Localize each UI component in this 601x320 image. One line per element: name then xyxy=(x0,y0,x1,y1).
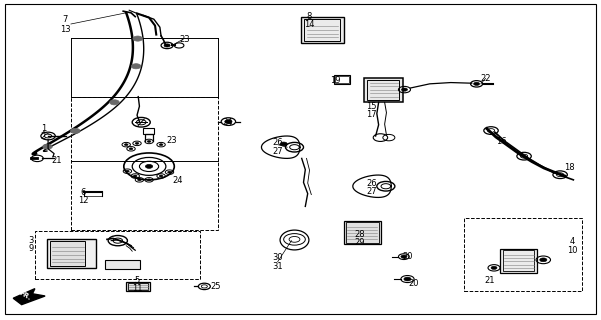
Circle shape xyxy=(135,142,139,144)
Text: 23: 23 xyxy=(180,35,191,44)
Bar xyxy=(126,282,150,291)
Text: 16: 16 xyxy=(496,137,507,146)
Text: 1: 1 xyxy=(41,124,46,133)
Text: 4: 4 xyxy=(570,237,575,246)
Circle shape xyxy=(164,44,170,47)
Text: 14: 14 xyxy=(304,20,315,29)
Text: 20: 20 xyxy=(402,252,413,261)
Text: 31: 31 xyxy=(272,262,283,271)
Circle shape xyxy=(474,82,480,85)
Bar xyxy=(335,76,349,83)
Bar xyxy=(128,283,148,290)
Bar xyxy=(300,17,344,43)
Text: 18: 18 xyxy=(564,163,575,172)
Circle shape xyxy=(404,277,411,281)
Bar xyxy=(364,78,403,102)
Circle shape xyxy=(280,142,287,146)
Circle shape xyxy=(43,144,52,149)
Circle shape xyxy=(129,148,133,150)
Bar xyxy=(503,250,534,271)
Text: 12: 12 xyxy=(78,196,88,205)
Circle shape xyxy=(225,120,232,124)
Text: 24: 24 xyxy=(222,118,233,127)
Text: 25: 25 xyxy=(210,282,221,291)
Text: 3: 3 xyxy=(29,236,34,245)
Text: 27: 27 xyxy=(366,187,377,196)
Text: 10: 10 xyxy=(567,246,578,255)
Circle shape xyxy=(133,36,142,41)
Polygon shape xyxy=(13,289,45,305)
Circle shape xyxy=(401,88,407,91)
Text: 11: 11 xyxy=(132,284,142,293)
Circle shape xyxy=(109,100,119,105)
Text: 13: 13 xyxy=(59,25,70,34)
Circle shape xyxy=(133,175,137,177)
Circle shape xyxy=(126,170,129,172)
Circle shape xyxy=(159,175,163,177)
Text: 26: 26 xyxy=(366,179,377,188)
Bar xyxy=(500,249,537,273)
Bar xyxy=(304,19,340,41)
Text: 2: 2 xyxy=(41,132,46,141)
Text: 26: 26 xyxy=(272,138,283,147)
Bar xyxy=(344,221,381,244)
Text: 20: 20 xyxy=(408,279,419,288)
Text: 5: 5 xyxy=(135,276,139,285)
Bar xyxy=(367,80,399,100)
Bar xyxy=(50,241,85,266)
Bar xyxy=(35,231,200,279)
Circle shape xyxy=(159,144,163,146)
Text: 23: 23 xyxy=(166,136,177,145)
Text: 22: 22 xyxy=(480,74,491,83)
Text: 8: 8 xyxy=(307,12,312,21)
Bar xyxy=(464,218,582,291)
Text: 21: 21 xyxy=(484,276,495,285)
Text: 17: 17 xyxy=(366,110,377,119)
Text: 27: 27 xyxy=(272,147,283,156)
Text: 29: 29 xyxy=(354,238,365,247)
Text: 30: 30 xyxy=(272,253,283,262)
Text: 9: 9 xyxy=(29,244,34,253)
Circle shape xyxy=(491,266,497,269)
Circle shape xyxy=(124,144,128,146)
Circle shape xyxy=(147,140,151,142)
Bar xyxy=(71,97,218,230)
Text: FR.: FR. xyxy=(18,290,32,301)
Bar xyxy=(143,128,154,134)
Circle shape xyxy=(70,128,80,133)
Text: 24: 24 xyxy=(172,176,183,185)
Circle shape xyxy=(138,179,141,181)
Bar xyxy=(346,222,379,243)
Circle shape xyxy=(147,179,151,181)
Text: 6: 6 xyxy=(81,188,85,197)
Text: 28: 28 xyxy=(354,230,365,239)
Circle shape xyxy=(540,258,547,262)
Circle shape xyxy=(131,64,141,69)
Circle shape xyxy=(145,164,153,168)
Bar xyxy=(334,75,350,84)
Text: 21: 21 xyxy=(52,156,63,165)
Text: 15: 15 xyxy=(366,102,377,111)
Circle shape xyxy=(401,255,407,258)
Bar xyxy=(105,260,140,269)
Text: 19: 19 xyxy=(330,76,341,85)
Text: 7: 7 xyxy=(63,15,67,24)
Circle shape xyxy=(168,171,171,173)
Bar xyxy=(47,239,96,268)
